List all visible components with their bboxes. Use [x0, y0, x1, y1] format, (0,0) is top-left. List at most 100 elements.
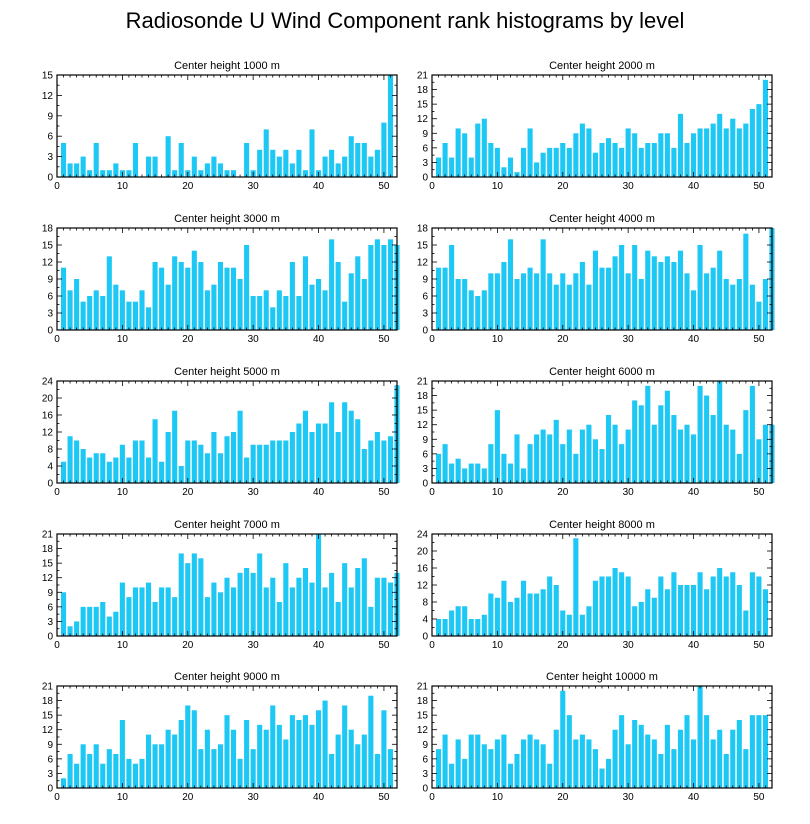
histogram-bar: [119, 290, 125, 330]
histogram-bar: [106, 170, 112, 177]
histogram-bar: [625, 128, 631, 177]
histogram-bar: [165, 136, 171, 177]
histogram-bar: [481, 290, 487, 330]
histogram-panel: Center height 7000 m 0 10 20 30 40 50 0 3 6 9 12 15 1…: [42, 519, 400, 651]
histogram-bar: [309, 129, 315, 177]
histogram-bar: [74, 279, 80, 330]
histogram-bar: [717, 381, 723, 483]
histogram-bar: [612, 568, 618, 636]
x-tick-label: 20: [182, 334, 194, 345]
histogram-bar: [361, 143, 367, 177]
histogram-bar: [671, 147, 677, 177]
y-tick-label: 0: [422, 479, 428, 490]
histogram-bar: [60, 267, 67, 330]
histogram-bar: [113, 457, 119, 483]
histogram-bar: [224, 577, 230, 636]
histogram-bar: [717, 568, 723, 636]
histogram-bar: [612, 143, 618, 177]
histogram-bar: [677, 585, 684, 636]
panel-title: Center height 8000 m: [549, 519, 655, 531]
histogram-bar: [514, 279, 520, 330]
y-tick-label: 18: [417, 696, 429, 707]
histogram-bar: [455, 606, 461, 636]
histogram-bar: [335, 432, 341, 483]
histogram-bar: [488, 749, 494, 788]
histogram-bar: [534, 434, 540, 483]
histogram-bar: [74, 440, 80, 483]
histogram-bar: [211, 432, 217, 483]
panel-title: Center height 9000 m: [174, 671, 280, 683]
histogram-bar: [514, 754, 520, 788]
y-tick-label: 8: [47, 445, 53, 456]
histogram-bar: [462, 606, 468, 636]
histogram-bar: [723, 576, 729, 636]
histogram-bar: [697, 686, 703, 788]
y-tick-label: 9: [47, 740, 53, 751]
histogram-bar: [527, 444, 533, 483]
y-tick-label: 15: [42, 71, 54, 82]
histogram-bar: [342, 563, 348, 636]
y-tick-label: 15: [417, 406, 429, 417]
histogram-bar: [289, 163, 295, 177]
histogram-bar: [80, 744, 86, 788]
histogram-bar: [599, 768, 605, 788]
x-tick-label: 20: [182, 487, 194, 498]
histogram-bar: [106, 616, 112, 636]
x-tick-label: 30: [248, 181, 260, 192]
y-tick-label: 0: [422, 632, 428, 643]
y-tick-label: 3: [47, 309, 53, 320]
histogram-bar: [191, 250, 197, 330]
y-tick-label: 15: [42, 241, 54, 252]
y-tick-label: 18: [42, 544, 54, 555]
histogram-bar: [442, 444, 448, 483]
histogram-bar: [217, 453, 224, 483]
histogram-bar: [592, 749, 599, 788]
y-tick-label: 6: [422, 754, 428, 765]
histogram-bar: [756, 301, 762, 330]
panel-title: Center height 2000 m: [549, 60, 655, 72]
histogram-bar: [475, 463, 481, 483]
histogram-bar: [671, 572, 677, 636]
histogram-bar: [244, 143, 250, 177]
histogram-bar: [435, 157, 442, 177]
histogram-bar: [172, 170, 178, 177]
histogram-bar: [481, 118, 487, 177]
histogram-bar: [579, 734, 585, 788]
histogram-bar: [547, 763, 553, 788]
y-tick-label: 3: [422, 464, 428, 475]
histogram-bar: [586, 128, 592, 177]
y-tick-label: 16: [417, 564, 429, 575]
histogram-bar: [250, 296, 256, 330]
histogram-bar: [651, 739, 657, 788]
histogram-bar: [749, 109, 755, 177]
y-tick-label: 9: [422, 435, 428, 446]
histogram-bar: [677, 250, 684, 330]
histogram-bar: [599, 449, 605, 483]
histogram-bar: [132, 763, 139, 788]
histogram-bar: [139, 587, 145, 636]
histogram-bar: [276, 724, 282, 788]
histogram-bar: [355, 143, 361, 177]
histogram-bar: [100, 453, 106, 483]
histogram-bar: [697, 128, 703, 177]
histogram-bar: [488, 444, 494, 483]
histogram-bar: [762, 715, 769, 788]
histogram-bar: [93, 453, 99, 483]
histogram-bar: [507, 463, 514, 483]
histogram-bar: [762, 79, 769, 177]
histogram-bar: [139, 440, 145, 483]
histogram-bar: [723, 424, 729, 483]
y-tick-label: 0: [422, 326, 428, 337]
histogram-bar: [302, 715, 309, 788]
histogram-bar: [671, 262, 677, 330]
y-tick-label: 0: [47, 326, 53, 337]
histogram-bar: [230, 432, 237, 483]
histogram-bar: [658, 576, 664, 636]
histogram-bar: [710, 267, 716, 330]
histogram-bar: [710, 739, 716, 788]
histogram-bar: [756, 439, 762, 483]
histogram-bar: [191, 440, 197, 483]
histogram-bar: [553, 284, 559, 330]
histogram-bar: [185, 563, 191, 636]
histogram-bar: [717, 113, 723, 177]
